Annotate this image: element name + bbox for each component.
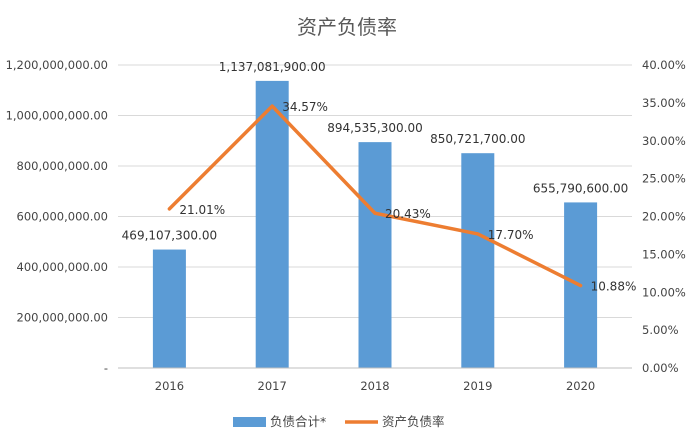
bar-value-label: 894,535,300.00 xyxy=(327,121,422,135)
legend-label-line: 资产负债率 xyxy=(382,414,445,429)
bar xyxy=(358,142,392,368)
line-point xyxy=(580,285,582,287)
x-tick-label: 2016 xyxy=(155,379,184,393)
y-tick-label-left: 1,200,000,000.00 xyxy=(6,58,108,72)
y-tick-label-right: 40.00% xyxy=(642,58,686,72)
legend: 负债合计* 资产负债率 xyxy=(233,414,445,429)
y-axis-left: - 200,000,000.00 400,000,000.00 600,000,000… xyxy=(6,58,108,375)
legend-swatch-bar xyxy=(233,417,266,427)
y-tick-label-right: 10.00% xyxy=(642,285,686,299)
line-value-label: 20.43% xyxy=(385,207,431,221)
y-tick-label-right: 20.00% xyxy=(642,210,686,224)
bar-value-label: 1,137,081,900.00 xyxy=(219,60,326,74)
bar-value-label: 850,721,700.00 xyxy=(430,132,525,146)
y-tick-label-right: 35.00% xyxy=(642,96,686,110)
y-tick-label-right: 0.00% xyxy=(642,361,679,375)
line-value-label: 10.88% xyxy=(591,280,637,294)
bar xyxy=(255,80,289,369)
y-tick-label-left: 1,000,000,000.00 xyxy=(6,109,108,123)
line-value-label: 17.70% xyxy=(488,228,534,242)
x-tick-label: 2018 xyxy=(360,379,389,393)
legend-label-bar: 负债合计* xyxy=(270,414,326,429)
x-tick-label: 2020 xyxy=(566,379,595,393)
x-tick-label: 2019 xyxy=(463,379,492,393)
y-tick-label-right: 25.00% xyxy=(642,172,686,186)
y-tick-label-left: 600,000,000.00 xyxy=(17,210,108,224)
y-tick-label-left: - xyxy=(104,361,108,375)
x-axis: 2016 2017 2018 2019 2020 xyxy=(118,367,632,393)
y-axis-right: 0.00% 5.00% 10.00% 15.00% 20.00% 25.00% 30.00%… xyxy=(642,58,686,375)
line-value-label: 21.01% xyxy=(179,203,225,217)
line-point xyxy=(374,212,376,214)
y-tick-label-left: 400,000,000.00 xyxy=(17,260,108,274)
y-tick-label-right: 15.00% xyxy=(642,247,686,261)
bar-series xyxy=(152,80,598,369)
data-labels: 469,107,300.00 1,137,081,900.00 894,535,30… xyxy=(122,60,637,294)
bar xyxy=(461,153,495,368)
line-point xyxy=(477,233,479,235)
bar xyxy=(152,249,186,368)
x-tick-label: 2017 xyxy=(258,379,287,393)
bar-value-label: 655,790,600.00 xyxy=(533,181,628,195)
bar-value-label: 469,107,300.00 xyxy=(122,229,217,243)
y-tick-label-left: 200,000,000.00 xyxy=(17,311,108,325)
chart-title: 资产负债率 xyxy=(297,15,397,39)
y-tick-label-right: 30.00% xyxy=(642,134,686,148)
line-series xyxy=(167,104,583,288)
line-point xyxy=(271,105,273,107)
y-tick-label-left: 800,000,000.00 xyxy=(17,159,108,173)
line-point xyxy=(168,208,170,210)
y-tick-label-right: 5.00% xyxy=(642,323,679,337)
line-value-label: 34.57% xyxy=(282,100,328,114)
